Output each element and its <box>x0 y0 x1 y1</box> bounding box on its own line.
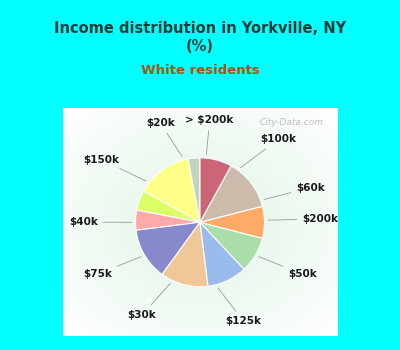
Text: $40k: $40k <box>69 217 132 227</box>
Wedge shape <box>137 191 200 222</box>
Text: $20k: $20k <box>146 118 182 156</box>
Wedge shape <box>200 206 264 238</box>
Wedge shape <box>136 210 200 230</box>
Text: $125k: $125k <box>218 288 262 327</box>
Wedge shape <box>200 222 262 269</box>
Wedge shape <box>144 159 200 222</box>
Text: City-Data.com: City-Data.com <box>259 118 323 127</box>
Text: $150k: $150k <box>83 154 146 181</box>
Wedge shape <box>200 166 262 222</box>
Text: $100k: $100k <box>241 134 296 168</box>
Text: $60k: $60k <box>264 183 325 200</box>
Text: $200k: $200k <box>268 214 338 224</box>
Wedge shape <box>200 158 231 222</box>
Wedge shape <box>200 222 244 286</box>
Text: $30k: $30k <box>128 284 170 320</box>
Text: Income distribution in Yorkville, NY
(%): Income distribution in Yorkville, NY (%) <box>54 21 346 54</box>
Text: $75k: $75k <box>83 257 141 279</box>
Text: White residents: White residents <box>141 64 259 77</box>
Wedge shape <box>136 222 200 274</box>
Text: $50k: $50k <box>259 257 317 279</box>
Wedge shape <box>188 158 200 222</box>
Text: > $200k: > $200k <box>186 116 234 154</box>
Wedge shape <box>162 222 208 287</box>
